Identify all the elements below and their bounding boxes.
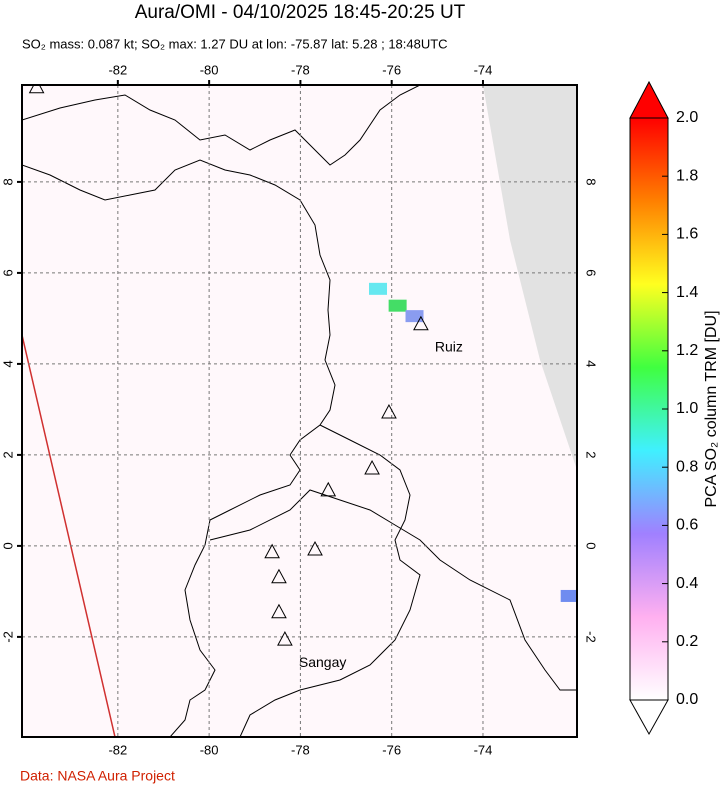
so2-pixel xyxy=(405,310,424,323)
lat-tick-label: 0 xyxy=(0,542,15,549)
lat-tick-label: 4 xyxy=(584,360,599,367)
lon-tick-label: -80 xyxy=(200,62,219,77)
lat-tick-label: 6 xyxy=(0,269,15,276)
colorbar-label: PCA SO₂ column TRM [DU] xyxy=(703,310,720,507)
colorbar-under xyxy=(629,699,669,736)
lon-tick-label: -80 xyxy=(200,742,219,757)
colorbar-tick-label: 1.4 xyxy=(676,284,698,301)
colorbar-tick-label: 1.0 xyxy=(676,400,698,417)
lat-tick-label: 2 xyxy=(584,451,599,458)
credit: Data: NASA Aura Project xyxy=(20,768,175,784)
volcano xyxy=(277,631,293,646)
colorbar xyxy=(629,80,669,736)
lon-tick-label: -82 xyxy=(108,62,127,77)
colorbar-over xyxy=(629,80,669,119)
volcano xyxy=(264,543,280,559)
subtitle: SO₂ mass: 0.087 kt; SO₂ max: 1.27 DU at … xyxy=(22,36,448,51)
colorbar-tick-label: 0.2 xyxy=(676,633,698,650)
so2-pixel xyxy=(388,299,407,312)
volcano xyxy=(364,459,380,475)
colorbar-tick-label: 0.4 xyxy=(676,575,698,592)
lat-tick-label: 2 xyxy=(0,451,15,458)
lon-tick-label: -74 xyxy=(474,742,493,757)
so2-pixel xyxy=(369,282,388,295)
volcano xyxy=(28,85,45,94)
lat-tick-label: -2 xyxy=(0,631,15,643)
coastlines xyxy=(22,85,577,737)
title: Aura/OMI - 04/10/2025 18:45-20:25 UT xyxy=(135,2,466,23)
volcano xyxy=(381,403,397,419)
lon-tick-label: -82 xyxy=(108,742,127,757)
lat-tick-label: 8 xyxy=(584,178,599,185)
so2-pixel xyxy=(560,589,577,602)
volcano xyxy=(271,568,287,584)
lon-tick-label: -76 xyxy=(382,62,401,77)
lon-tick-label: -74 xyxy=(474,62,493,77)
colorbar-tick-label: 0.6 xyxy=(676,517,698,534)
marks: Ruiz Sangay xyxy=(28,85,577,670)
lat-tick-label: 0 xyxy=(584,542,599,549)
colorbar-tick-label: 0.8 xyxy=(676,458,698,475)
colorbar-scale xyxy=(629,117,669,701)
volcano xyxy=(320,481,337,497)
colorbar-tick-label: 2.0 xyxy=(676,109,698,126)
lat-tick-label: 4 xyxy=(0,360,15,367)
lat-tick-label: 8 xyxy=(0,178,15,185)
swath-edge xyxy=(22,334,116,737)
volcano xyxy=(413,315,429,331)
volcano xyxy=(307,540,323,556)
lat-tick-label: -2 xyxy=(584,631,599,643)
no-data-region xyxy=(483,85,577,470)
volcano-label: Sangay xyxy=(299,654,346,670)
colorbar-tick-label: 0.0 xyxy=(676,691,698,708)
volcano xyxy=(271,603,287,619)
colorbar-tick-label: 1.2 xyxy=(676,342,698,359)
lat-tick-label: 6 xyxy=(584,269,599,276)
lon-tick-label: -76 xyxy=(382,742,401,757)
lon-tick-label: -78 xyxy=(291,742,310,757)
colorbar-tick-label: 1.6 xyxy=(676,226,698,243)
lon-tick-label: -78 xyxy=(291,62,310,77)
map-background xyxy=(22,85,577,737)
colorbar-tick-label: 1.8 xyxy=(676,167,698,184)
map-area: Ruiz Sangay xyxy=(22,85,577,737)
volcano-label: Ruiz xyxy=(435,338,463,354)
